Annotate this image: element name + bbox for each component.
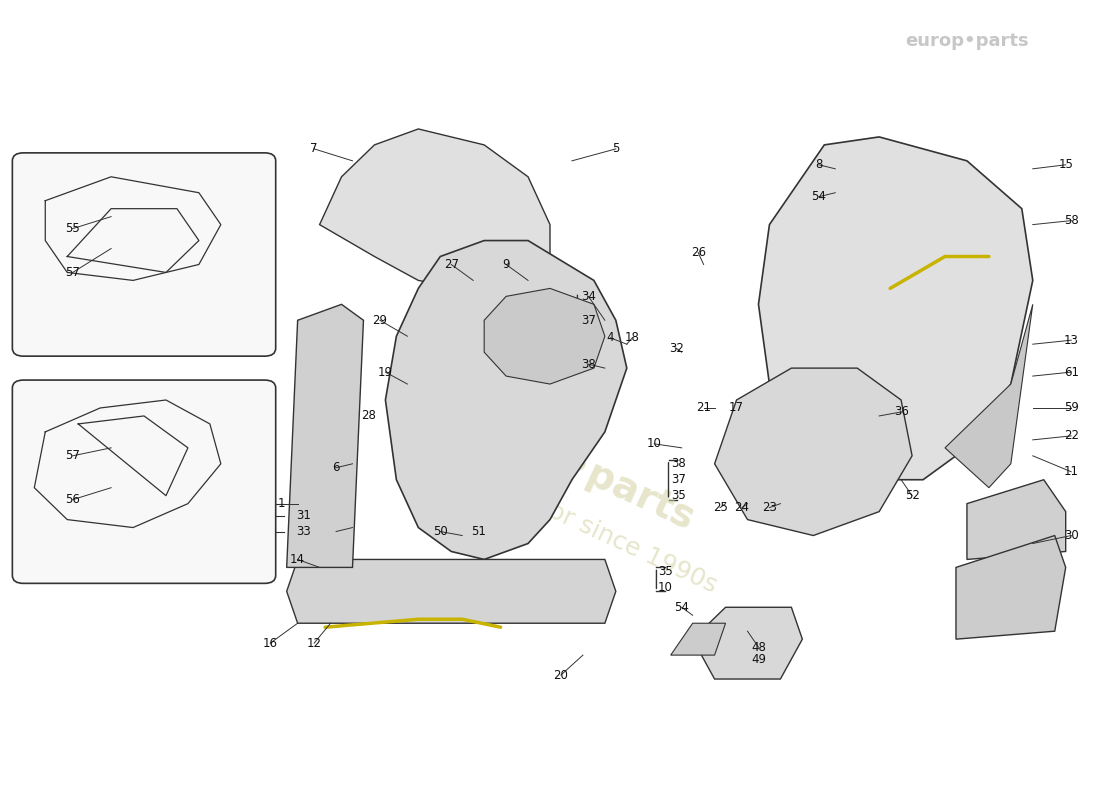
Text: 37: 37	[671, 474, 685, 486]
Text: 6: 6	[332, 462, 340, 474]
Text: 58: 58	[1064, 214, 1079, 227]
Text: 11: 11	[1064, 466, 1079, 478]
Text: 26: 26	[691, 246, 705, 259]
Text: 27: 27	[443, 258, 459, 271]
Polygon shape	[715, 368, 912, 535]
FancyBboxPatch shape	[12, 380, 276, 583]
Polygon shape	[287, 559, 616, 623]
Text: 9: 9	[503, 258, 510, 271]
Text: 38: 38	[671, 458, 685, 470]
Polygon shape	[693, 607, 802, 679]
Text: 54: 54	[812, 190, 826, 203]
Polygon shape	[287, 304, 363, 567]
Text: 30: 30	[1064, 529, 1079, 542]
FancyBboxPatch shape	[12, 153, 276, 356]
Text: 17: 17	[729, 402, 744, 414]
Text: 28: 28	[362, 410, 376, 422]
Text: 29: 29	[373, 314, 387, 326]
Polygon shape	[320, 129, 550, 288]
Text: 36: 36	[893, 406, 909, 418]
Text: 24: 24	[735, 501, 749, 514]
Polygon shape	[484, 288, 605, 384]
Text: 35: 35	[671, 489, 685, 502]
Text: 54: 54	[674, 601, 689, 614]
Text: europ•parts: europ•parts	[905, 32, 1028, 50]
Text: 10: 10	[658, 581, 672, 594]
Text: 57: 57	[65, 450, 80, 462]
Polygon shape	[759, 137, 1033, 480]
Text: 5: 5	[612, 142, 619, 155]
Text: 10: 10	[647, 438, 662, 450]
Text: 49: 49	[751, 653, 766, 666]
Text: 59: 59	[1064, 402, 1079, 414]
Text: 8: 8	[815, 158, 823, 171]
Text: 32: 32	[669, 342, 683, 354]
Text: 31: 31	[296, 509, 310, 522]
Text: 20: 20	[553, 669, 569, 682]
Text: 38: 38	[581, 358, 596, 370]
Text: 51: 51	[471, 525, 486, 538]
Text: 61: 61	[1064, 366, 1079, 378]
Text: 12: 12	[307, 637, 321, 650]
Text: 15: 15	[1058, 158, 1074, 171]
Text: 14: 14	[290, 553, 305, 566]
Text: 1: 1	[277, 497, 285, 510]
Text: 57: 57	[65, 266, 80, 279]
Text: 21: 21	[696, 402, 711, 414]
Text: 56: 56	[65, 493, 80, 506]
Text: 34: 34	[581, 290, 596, 303]
Text: europ•parts: europ•parts	[443, 390, 701, 538]
Text: 33: 33	[296, 525, 310, 538]
Polygon shape	[945, 304, 1033, 488]
Text: 7: 7	[310, 142, 318, 155]
Polygon shape	[671, 623, 726, 655]
Text: 37: 37	[581, 314, 596, 326]
Text: 18: 18	[625, 331, 640, 344]
Text: 23: 23	[762, 501, 777, 514]
Text: a partner for since 1990s: a partner for since 1990s	[424, 442, 720, 598]
Polygon shape	[385, 241, 627, 559]
Text: 48: 48	[751, 641, 766, 654]
Text: 16: 16	[263, 637, 277, 650]
Polygon shape	[956, 535, 1066, 639]
Text: 13: 13	[1064, 334, 1079, 346]
Text: 35: 35	[658, 565, 672, 578]
Text: 50: 50	[433, 525, 448, 538]
Text: 25: 25	[713, 501, 727, 514]
Text: 19: 19	[378, 366, 393, 378]
Text: 52: 52	[904, 489, 920, 502]
Text: 55: 55	[65, 222, 80, 235]
Text: 4: 4	[606, 331, 614, 344]
Polygon shape	[967, 480, 1066, 559]
Text: 22: 22	[1064, 430, 1079, 442]
